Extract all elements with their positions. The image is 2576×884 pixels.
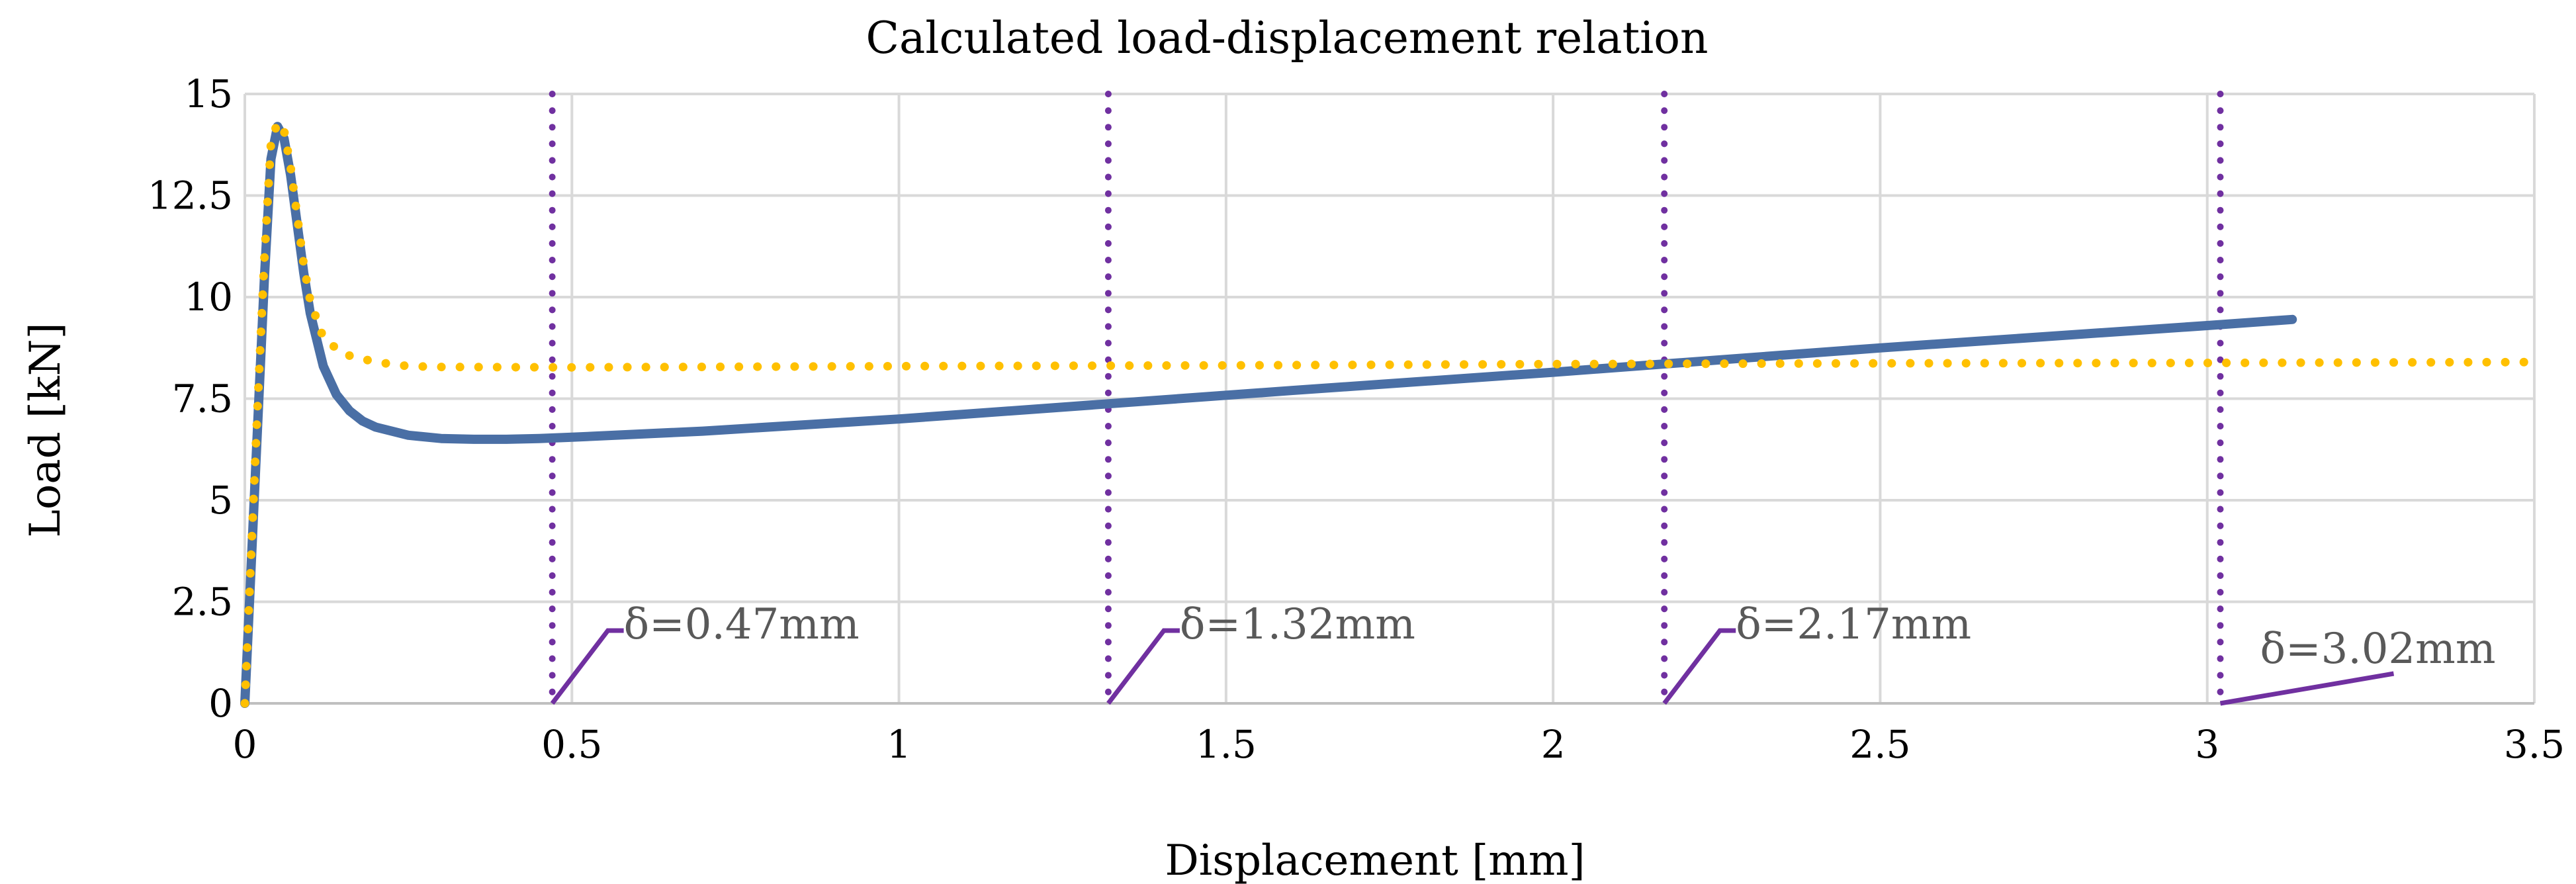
marker-leader-2 bbox=[1106, 628, 1180, 705]
x-tick-label: 2 bbox=[1541, 722, 1566, 767]
marker-label-2: δ=1.32mm bbox=[1180, 600, 1415, 649]
tick-labels: 0 0.5 1 1.5 2 2.5 3 3.5 0 2.5 5 7.5 10 12.5 15 bbox=[148, 71, 2565, 767]
marker-leader-1 bbox=[550, 628, 624, 705]
marker-leader-3 bbox=[1662, 628, 1736, 705]
y-tick-label: 10 bbox=[184, 275, 233, 320]
x-tick-label: 0.5 bbox=[541, 722, 602, 767]
x-tick-label: 3 bbox=[2195, 722, 2219, 767]
marker-label-3: δ=2.17mm bbox=[1736, 600, 1971, 649]
y-tick-label: 15 bbox=[184, 71, 233, 116]
marker-leader-4 bbox=[2219, 671, 2395, 706]
chart-title: Calculated load-displacement relation bbox=[866, 13, 1709, 64]
x-tick-label: 0 bbox=[233, 722, 257, 767]
y-tick-label: 0 bbox=[208, 681, 233, 726]
y-tick-label: 12.5 bbox=[148, 173, 233, 218]
gridlines bbox=[244, 93, 2536, 705]
x-tick-label: 2.5 bbox=[1849, 722, 1910, 767]
x-tick-label: 3.5 bbox=[2504, 722, 2565, 767]
x-tick-label: 1.5 bbox=[1196, 722, 1257, 767]
marker-label-4: δ=3.02mm bbox=[2260, 625, 2495, 674]
data-series bbox=[240, 118, 2539, 708]
y-tick-label: 7.5 bbox=[172, 376, 233, 421]
y-axis-label: Load [kN] bbox=[21, 322, 70, 537]
marker-label-1: δ=0.47mm bbox=[624, 600, 860, 649]
displacement-markers: δ=0.47mm δ=1.32mm δ=2.17mm δ=3.02mm bbox=[549, 91, 2496, 707]
y-tick-label: 2.5 bbox=[172, 580, 233, 625]
x-tick-label: 1 bbox=[887, 722, 911, 767]
series-line-2 bbox=[240, 118, 2539, 708]
y-tick-label: 5 bbox=[208, 478, 233, 523]
x-axis-label: Displacement [mm] bbox=[1165, 836, 1585, 884]
